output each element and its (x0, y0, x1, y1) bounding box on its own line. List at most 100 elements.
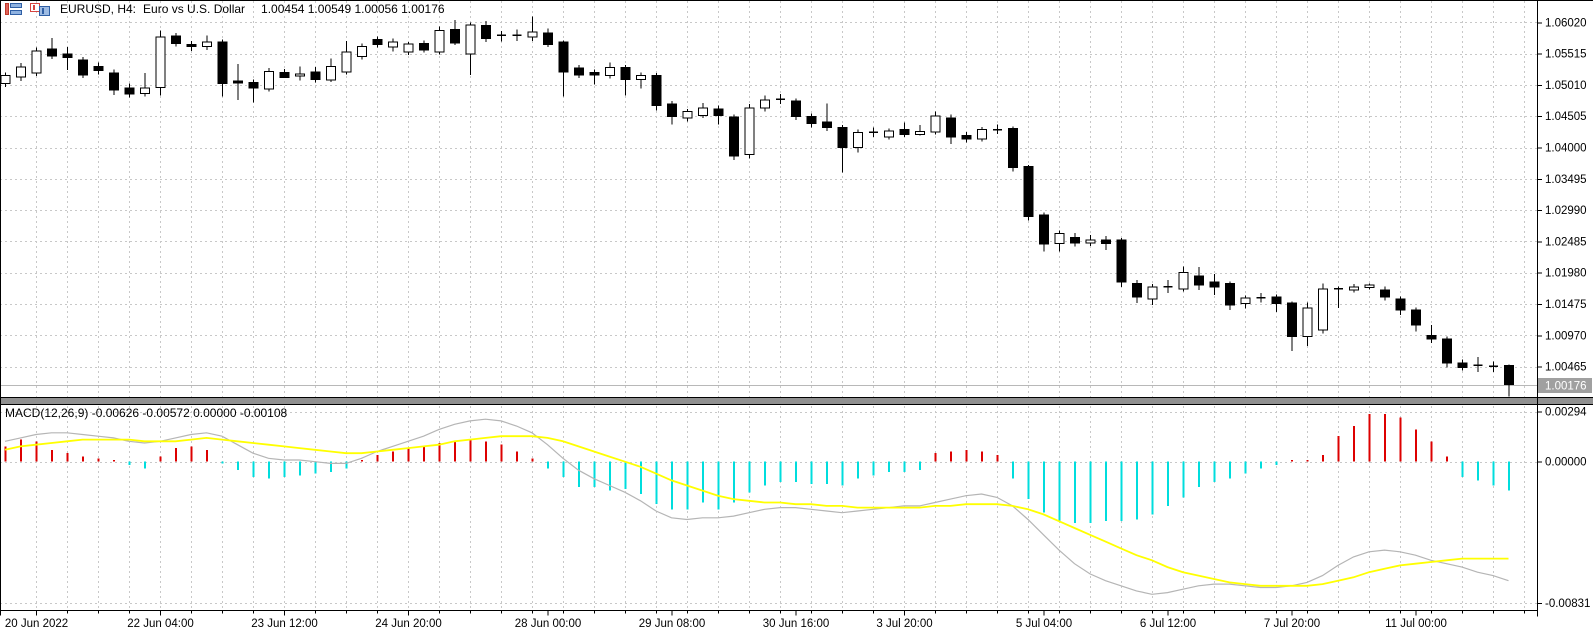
candle-bullish (527, 31, 538, 38)
price-axis-label[interactable]: 1.02485 (1545, 236, 1587, 248)
candle-bearish (899, 129, 910, 136)
candle-bullish (930, 115, 941, 133)
time-axis-label[interactable]: 7 Jul 20:00 (1264, 618, 1320, 630)
candle-bullish (388, 41, 398, 48)
candle-bearish (1225, 282, 1235, 306)
candle-doji-body (512, 34, 522, 37)
macd-axis-label[interactable]: 0.00294 (1545, 407, 1587, 419)
candle-bearish (822, 121, 832, 129)
candle-bearish (419, 42, 429, 51)
candle-bearish (109, 72, 119, 91)
candle-bullish (853, 132, 863, 149)
candle-bearish (574, 67, 584, 76)
price-axis-label[interactable]: 1.00465 (1545, 362, 1587, 374)
candle-bearish (791, 100, 801, 118)
time-axis-area[interactable] (0, 611, 1593, 634)
candle-bearish (1504, 365, 1514, 386)
time-axis-label[interactable]: 29 Jun 08:00 (639, 618, 706, 630)
candle-bearish (450, 29, 460, 44)
candle-bearish (1194, 275, 1204, 286)
price-axis-label[interactable]: 1.05515 (1545, 49, 1587, 61)
candle-bullish (31, 50, 42, 74)
candle-bearish (1457, 362, 1468, 369)
candle-bearish (310, 71, 321, 80)
candle-doji-body (993, 128, 1002, 131)
candle-bullish (0, 75, 11, 85)
candle-bearish (961, 135, 972, 140)
candle-bullish (465, 24, 476, 55)
panel-splitter[interactable] (0, 398, 1593, 404)
candle-doji-body (1489, 365, 1498, 368)
candle-bearish (233, 80, 243, 84)
macd-signal-line (4, 435, 1509, 587)
candle-bearish (1442, 338, 1452, 364)
candle-bearish (1070, 236, 1080, 244)
quotes-list-icon-part (10, 10, 22, 15)
candle-bullish (1240, 297, 1251, 305)
time-axis-label[interactable]: 30 Jun 16:00 (763, 618, 830, 630)
price-axis-area[interactable] (1538, 0, 1593, 634)
time-axis-label[interactable]: 23 Jun 12:00 (251, 618, 318, 630)
candle-bearish (1132, 282, 1142, 298)
time-axis-label[interactable]: 11 Jul 00:00 (1385, 618, 1447, 630)
macd-axis-label[interactable]: 0.00000 (1545, 457, 1587, 469)
candle-bearish (729, 116, 739, 157)
candle-bearish (667, 103, 677, 118)
current-price-badge (1538, 378, 1592, 393)
candle-bullish (1147, 286, 1158, 300)
time-axis-label[interactable]: 3 Jul 20:00 (876, 618, 932, 630)
time-axis-label[interactable]: 20 Jun 2022 (5, 618, 68, 630)
price-axis-label[interactable]: 1.01475 (1545, 299, 1587, 311)
time-axis-label[interactable]: 22 Jun 04:00 (127, 618, 194, 630)
price-axis-label[interactable]: 1.06020 (1545, 17, 1587, 29)
price-axis-label[interactable]: 1.01980 (1545, 268, 1587, 280)
candle-bullish (202, 41, 212, 47)
time-axis-label[interactable]: 28 Jun 00:00 (515, 618, 582, 630)
candle-doji-body (869, 131, 878, 133)
candle-bearish (1039, 214, 1049, 245)
candle-doji-body (776, 98, 785, 100)
macd-indicator-label: MACD(12,26,9) -0.00626 -0.00572 0.00000 … (5, 406, 288, 420)
candle-bearish (481, 24, 491, 39)
macd-axis-label[interactable]: -0.00831 (1545, 598, 1590, 610)
price-axis-label[interactable]: 1.04000 (1545, 143, 1587, 155)
macd-layer (4, 414, 1510, 595)
candle-bullish (744, 107, 755, 155)
candle-bullish (16, 66, 26, 78)
candle-bearish (713, 108, 724, 116)
candle-bearish (620, 67, 631, 80)
symbol-name-label: Euro vs U.S. Dollar (143, 2, 246, 16)
chart-window-icon[interactable] (29, 2, 51, 16)
candle-bullish (357, 45, 367, 57)
candle-bullish (884, 130, 894, 138)
candle-bullish (264, 70, 274, 90)
candle-bearish (1023, 166, 1034, 217)
candle-doji-body (1256, 296, 1266, 299)
time-axis-label[interactable]: 24 Jun 20:00 (375, 618, 442, 630)
quotes-list-icon-part (10, 3, 22, 8)
candle-doji-body (1334, 288, 1343, 290)
candle-bearish (1287, 302, 1297, 338)
candle-bearish (279, 72, 290, 78)
candle-bearish (217, 41, 228, 85)
price-axis-label[interactable]: 1.04505 (1545, 111, 1587, 123)
candle-bearish (1426, 334, 1437, 340)
candle-bearish (1101, 239, 1111, 245)
symbol-period-label: EURUSD, H4: (60, 2, 137, 16)
price-axis-label[interactable]: 1.02990 (1545, 205, 1587, 217)
candle-bearish (806, 116, 817, 124)
candle-bearish (124, 87, 135, 95)
price-axis-label[interactable]: 1.03495 (1545, 174, 1587, 186)
price-axis-label[interactable]: 1.00970 (1545, 330, 1587, 342)
macd-line (4, 418, 1509, 595)
quotes-list-icon[interactable] (5, 3, 22, 15)
candle-bullish (434, 29, 445, 53)
candle-bullish (341, 51, 352, 73)
price-axis-label[interactable]: 1.05010 (1545, 80, 1587, 92)
time-axis-label[interactable]: 6 Jul 12:00 (1140, 618, 1196, 630)
candle-bullish (403, 43, 414, 53)
time-axis-label[interactable]: 5 Jul 04:00 (1016, 618, 1072, 630)
